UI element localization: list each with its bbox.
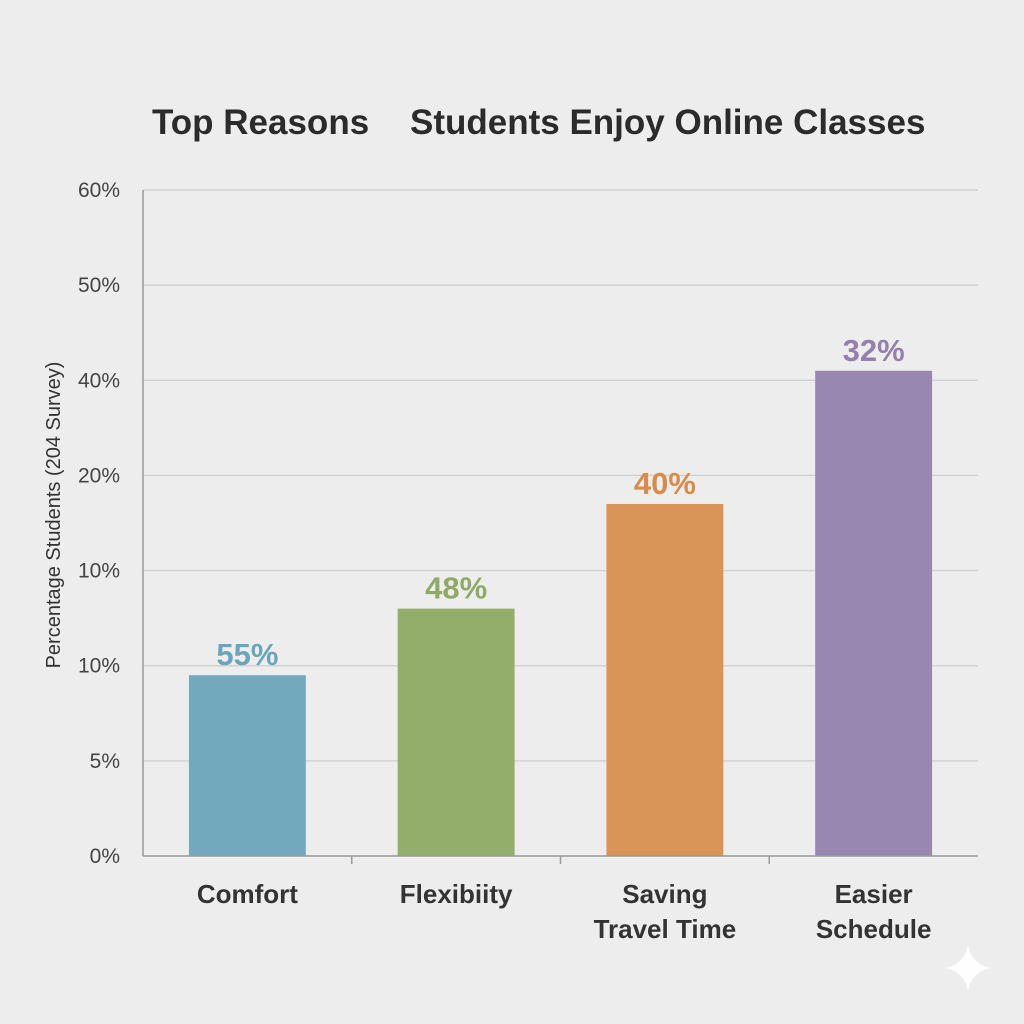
category-label: Comfort xyxy=(197,879,298,909)
data-label: 40% xyxy=(634,466,696,501)
bar xyxy=(397,608,515,856)
chart-title-part-1: Top Reasons xyxy=(152,103,369,142)
y-axis-label: Percentage Students (204 Survey) xyxy=(43,362,65,669)
category-label: Schedule xyxy=(816,914,932,944)
category-label: Easier xyxy=(835,879,913,909)
y-tick-label: 10% xyxy=(78,560,120,583)
category-label: Saving xyxy=(622,879,707,909)
y-tick-label: 10% xyxy=(78,655,120,678)
data-label: 55% xyxy=(216,637,278,672)
bar xyxy=(606,503,724,856)
bar xyxy=(188,675,306,856)
y-tick-label: 5% xyxy=(90,750,120,773)
bar xyxy=(815,370,933,856)
sparkle-icon xyxy=(944,944,992,992)
y-tick-label: 40% xyxy=(78,369,120,392)
chart-title-part-2: Students Enjoy Online Classes xyxy=(410,103,925,142)
y-tick-label: 50% xyxy=(78,274,120,297)
data-label: 48% xyxy=(425,571,487,606)
y-tick-label: 20% xyxy=(78,464,120,487)
y-tick-label: 0% xyxy=(90,845,120,868)
category-label: Flexibiity xyxy=(400,879,513,909)
data-label: 32% xyxy=(843,333,905,368)
y-tick-label: 60% xyxy=(78,179,120,202)
category-label: Travel Time xyxy=(594,914,737,944)
